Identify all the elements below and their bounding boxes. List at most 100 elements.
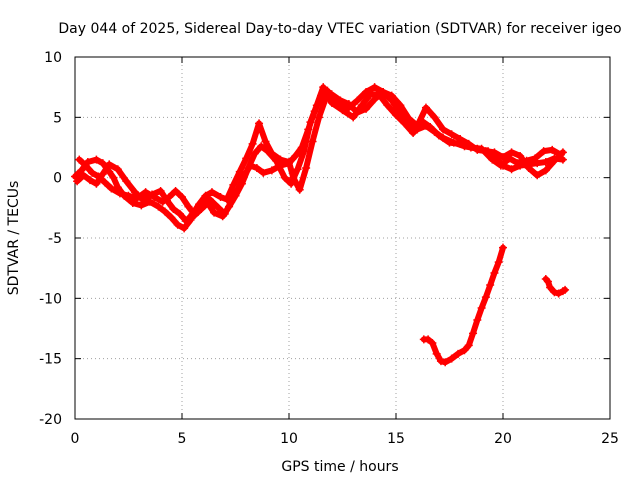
data-point	[141, 188, 150, 197]
data-point	[327, 98, 336, 107]
data-point	[150, 192, 159, 201]
data-point	[430, 113, 439, 122]
data-point	[417, 116, 426, 125]
data-point	[556, 150, 565, 159]
data-point	[160, 207, 169, 216]
data-point	[477, 303, 486, 312]
data-point	[77, 166, 86, 175]
data-point	[109, 173, 118, 182]
data-point	[229, 180, 238, 189]
data-point	[353, 96, 362, 105]
x-tick-label: 0	[71, 431, 80, 447]
data-point	[285, 157, 293, 166]
x-tick-label: 25	[601, 431, 619, 447]
data-point	[447, 354, 456, 363]
data-point	[366, 90, 375, 99]
data-point	[362, 104, 371, 113]
data-point	[507, 148, 516, 157]
data-point	[522, 156, 531, 165]
y-tick-label: 0	[53, 171, 62, 187]
y-tick-label: -10	[39, 291, 62, 307]
x-axis-label: GPS time / hours	[281, 459, 398, 475]
data-point	[81, 161, 90, 170]
data-point	[291, 151, 300, 160]
data-point	[122, 177, 131, 186]
data-point	[158, 197, 167, 206]
data-point	[533, 159, 542, 168]
data-point	[128, 199, 137, 208]
data-point	[218, 212, 227, 221]
data-point	[137, 201, 146, 210]
data-point	[184, 202, 193, 211]
data-point	[546, 283, 555, 292]
data-point	[207, 188, 216, 197]
data-point	[447, 130, 456, 139]
data-point	[466, 143, 475, 152]
data-point	[231, 191, 240, 200]
series-lower-a	[419, 243, 507, 367]
data-point	[516, 151, 525, 160]
data-point	[490, 268, 499, 277]
y-tick-label: -20	[39, 412, 62, 428]
y-tick-label: 5	[53, 110, 62, 126]
data-point	[338, 106, 347, 115]
data-point	[235, 167, 244, 176]
data-point	[263, 147, 272, 156]
data-point	[195, 200, 204, 209]
data-point	[248, 139, 257, 148]
data-point	[432, 349, 441, 358]
data-point	[216, 192, 225, 201]
data-point	[73, 177, 82, 186]
data-point	[88, 168, 97, 177]
data-point	[314, 113, 323, 122]
data-point	[115, 189, 124, 198]
y-tick-label: -5	[48, 231, 62, 247]
x-tick-label: 20	[494, 431, 512, 447]
x-tick-label: 15	[387, 431, 405, 447]
data-point	[374, 90, 383, 99]
data-point	[139, 196, 148, 205]
data-point	[169, 205, 178, 214]
data-point	[94, 172, 103, 181]
data-point	[201, 191, 210, 200]
data-point	[486, 281, 495, 290]
data-point	[543, 277, 552, 286]
series-line	[420, 244, 506, 366]
data-point	[312, 101, 321, 110]
data-point	[295, 185, 304, 194]
data-point	[75, 155, 84, 164]
chart-title: Day 044 of 2025, Sidereal Day-to-day VTE…	[58, 21, 621, 37]
data-point	[541, 166, 550, 175]
data-point	[107, 184, 116, 193]
data-point	[550, 288, 559, 297]
data-point	[178, 192, 186, 201]
data-point	[488, 155, 497, 164]
data-point	[71, 172, 79, 181]
data-point	[100, 178, 109, 187]
data-point	[92, 179, 101, 188]
data-point	[344, 100, 353, 109]
data-point	[214, 203, 223, 212]
data-point	[261, 137, 270, 146]
data-point	[85, 176, 94, 185]
data-point	[404, 114, 413, 123]
data-point	[190, 211, 199, 220]
data-point	[225, 202, 234, 211]
data-point	[280, 173, 289, 182]
data-point	[173, 220, 182, 229]
data-point	[175, 209, 184, 218]
data-point	[409, 129, 418, 138]
data-point	[558, 155, 567, 164]
data-point	[306, 118, 315, 127]
data-point	[92, 155, 101, 164]
data-point	[439, 125, 448, 134]
data-point	[244, 164, 253, 173]
data-point	[79, 171, 88, 180]
data-point	[400, 119, 409, 128]
data-point	[370, 83, 379, 92]
data-point	[349, 113, 358, 122]
data-point	[222, 195, 231, 204]
y-tick-label: -15	[39, 352, 62, 368]
data-point	[454, 349, 463, 358]
